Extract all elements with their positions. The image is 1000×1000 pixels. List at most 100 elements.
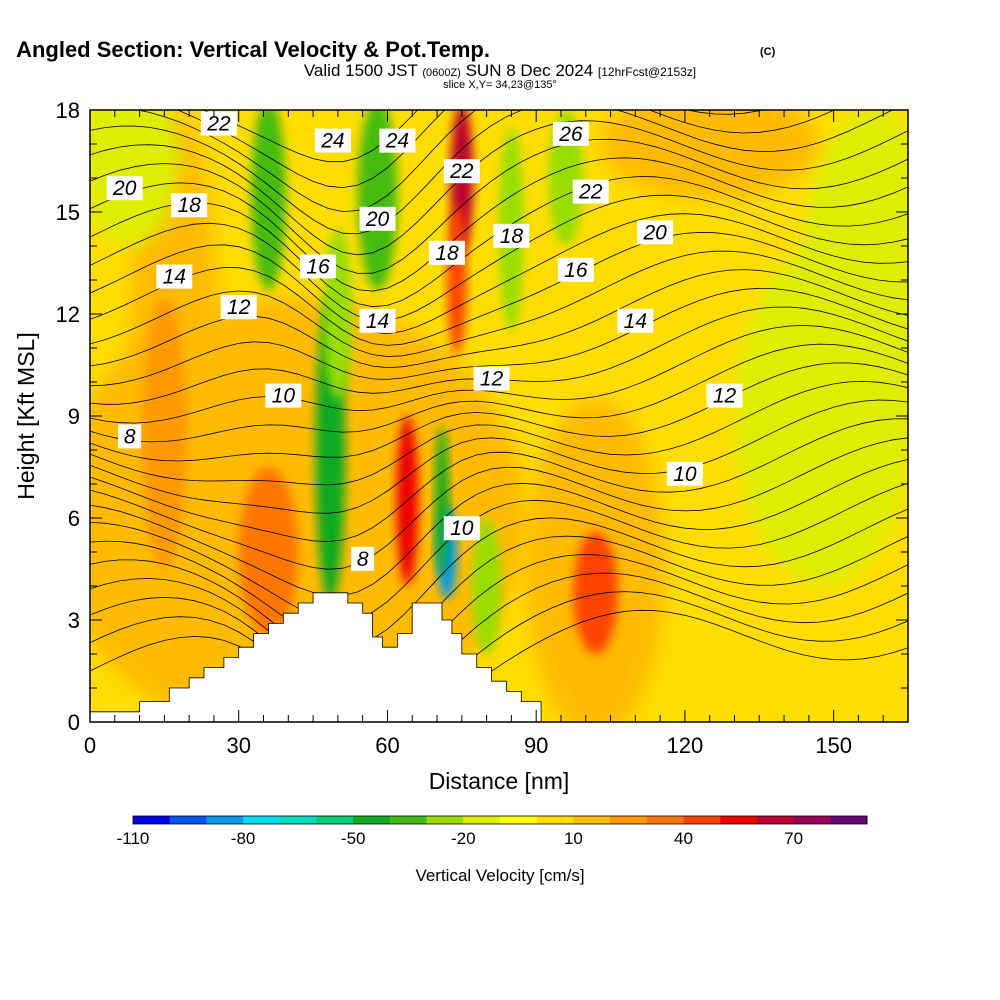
colorbar-segment [426, 816, 464, 824]
isentrope-label-box [314, 128, 351, 153]
y-tick-label: 18 [56, 98, 80, 123]
isentrope-label-box [359, 308, 396, 333]
isentrope-label: 12 [713, 385, 737, 408]
isentrope-label-box [572, 179, 609, 204]
colorbar-segment [206, 816, 244, 824]
isentrope-label-box [493, 223, 530, 248]
y-tick-label: 3 [68, 608, 80, 633]
isentrope-label-box [666, 461, 703, 486]
colorbar-frame [132, 815, 868, 825]
isentrope-label: 10 [673, 463, 697, 486]
isentrope-label: 14 [624, 310, 647, 333]
colorbar-segment [500, 816, 538, 824]
y-tick-label: 9 [68, 404, 80, 429]
terrain [90, 592, 542, 722]
isentrope-label-box [379, 128, 416, 153]
x-tick-label: 0 [84, 733, 96, 758]
isentrope-label: 18 [435, 242, 459, 265]
isentrope-label-box [557, 257, 594, 282]
chart-title: Angled Section: Vertical Velocity & Pot.… [16, 37, 490, 62]
chart-title-mark: (C) [760, 46, 776, 58]
colorbar-tick-label: 40 [674, 829, 693, 848]
velocity-region [471, 518, 502, 654]
isentrope-label: 22 [449, 160, 474, 183]
isentrope-line [90, 482, 908, 622]
colorbar-segment [169, 816, 207, 824]
colorbar-segment [830, 816, 868, 824]
colorbar-tick-labels: -110 -80 -50 -20 10 40 70 [117, 829, 803, 848]
isentrope-label-box [552, 121, 589, 146]
colorbar-segment [463, 816, 501, 824]
isentrope-label: 20 [365, 208, 390, 231]
isentrope-label-box [637, 220, 674, 245]
colorbar-segment [243, 816, 281, 824]
colorbar [132, 815, 868, 825]
isentrope-line [90, 287, 908, 387]
colorbar-tick-label: -110 [117, 829, 150, 848]
x-tick-label: 120 [667, 733, 704, 758]
velocity-region [142, 297, 187, 569]
isentrope-label-box [220, 295, 257, 320]
isentrope-label-box [706, 383, 743, 408]
x-axis-label: Distance [nm] [429, 768, 570, 794]
colorbar-segment [756, 816, 795, 824]
isentrope-label: 20 [112, 177, 137, 200]
isentrope-line [90, 609, 908, 716]
isentrope-line [90, 591, 908, 716]
isentrope-label: 10 [272, 385, 296, 408]
isentrope-label: 22 [206, 113, 231, 136]
isentrope-line [90, 213, 908, 335]
plot-area: 8 10 12 14 18 20 22 24 24 20 16 18 14 8 10 22 18 12 26 22 16… [90, 110, 908, 722]
velocity-region [573, 531, 618, 654]
isentrope-label-box [300, 254, 337, 279]
isentrope-label-box [473, 366, 510, 391]
isentrope-line [90, 380, 908, 486]
isentrope-label: 24 [320, 130, 344, 153]
colorbar-segment [133, 816, 171, 824]
isentrope-label: 8 [124, 425, 136, 448]
y-tick-label: 12 [56, 302, 80, 327]
isentrope-label: 16 [564, 259, 588, 282]
velocity-region [600, 110, 819, 199]
isentrope-line [90, 343, 908, 443]
isentrope-line [90, 157, 908, 292]
isentrope-label-box [156, 264, 193, 289]
y-tick-labels: 0 3 6 9 12 15 18 [56, 98, 80, 735]
isentrope-line [90, 459, 908, 596]
isentrope-label: 8 [357, 548, 369, 571]
isentrope-label: 10 [450, 517, 474, 540]
isentrope-label-box [118, 424, 142, 449]
chart-subtitle: Valid 1500 JST (0600Z) SUN 8 Dec 2024 [1… [304, 61, 696, 80]
isentrope-label: 18 [500, 225, 524, 248]
colorbar-segment [573, 816, 611, 824]
velocity-region [238, 467, 299, 637]
isentrope-label-box [106, 176, 143, 201]
isentrope-label-box [200, 111, 237, 136]
isentrope-line [90, 362, 908, 462]
subtitle-valid: Valid 1500 JST [304, 61, 418, 80]
colorbar-segment [316, 816, 354, 824]
colorbar-tick-label: -80 [231, 829, 256, 848]
isentrope-line [90, 110, 894, 235]
isentrope-label: 22 [578, 181, 603, 204]
subtitle-utc: (0600Z) [422, 67, 461, 79]
colorbar-tick-label: 70 [784, 829, 803, 848]
isentrope-line [90, 535, 908, 669]
y-tick-label: 6 [68, 506, 80, 531]
isentrope-line [135, 110, 836, 213]
colorbar-segment [536, 816, 574, 824]
velocity-region [803, 110, 908, 382]
isentrope-line [90, 194, 908, 321]
isentrope-line [90, 508, 908, 646]
subtitle-date: SUN 8 Dec 2024 [466, 61, 594, 80]
velocity-region [446, 205, 467, 355]
velocity-region [251, 110, 286, 291]
isentrope-label-box [351, 546, 375, 571]
isentrope-line [90, 399, 908, 514]
colorbar-tick-label: -20 [451, 829, 476, 848]
isentrope-label-box [171, 193, 208, 218]
colorbar-segment [279, 816, 317, 824]
colorbar-segment [610, 816, 648, 824]
subtitle-forecast: [12hrFcst@2153z] [598, 65, 696, 79]
